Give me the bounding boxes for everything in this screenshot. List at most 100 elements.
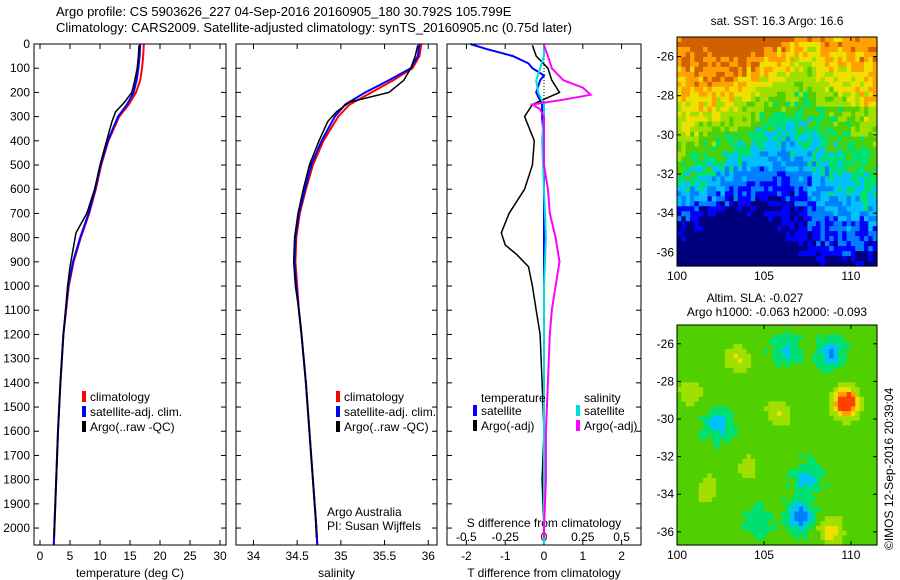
heat-cell: [846, 206, 852, 212]
heat-cell: [685, 348, 691, 355]
heat-cell: [720, 86, 726, 93]
heat-cell: [781, 473, 787, 479]
heat-cell: [794, 131, 800, 138]
heat-cell: [820, 530, 826, 537]
heat-cell: [816, 449, 822, 455]
heat-cell: [685, 535, 691, 541]
heat-cell: [755, 348, 761, 355]
heat-cell: [694, 81, 700, 88]
heat-cell: [872, 231, 878, 237]
heat-cell: [755, 156, 761, 163]
heat-cell: [824, 216, 830, 222]
heat-cell: [859, 344, 865, 350]
heat-cell: [755, 111, 761, 118]
heat-cell: [729, 382, 735, 388]
heat-cell: [790, 51, 795, 58]
heat-cell: [750, 246, 756, 252]
heat-cell: [868, 344, 874, 350]
heat-cell: [816, 211, 822, 217]
heat-cell: [868, 71, 874, 78]
x-tick-label: 2: [618, 549, 625, 563]
heat-cell: [729, 156, 735, 163]
heat-cell: [781, 521, 787, 527]
heat-cell: [820, 540, 826, 546]
heat-cell: [855, 430, 861, 436]
heat-cell: [811, 344, 817, 350]
heat-cell: [863, 391, 869, 398]
heat-cell: [790, 348, 795, 355]
heat-cell: [772, 430, 778, 436]
heat-cell: [677, 231, 682, 237]
heat-cell: [742, 444, 748, 450]
heat-cell: [855, 458, 861, 465]
heat-cell: [872, 497, 878, 503]
heat-cell: [803, 363, 809, 369]
heat-cell: [772, 473, 778, 479]
heat-cell: [794, 201, 800, 207]
heat-cell: [750, 458, 756, 465]
heat-cell: [777, 454, 782, 460]
heat-cell: [859, 116, 865, 123]
heat-cell: [703, 387, 709, 393]
heat-cell: [785, 420, 791, 427]
heat-cell: [724, 497, 730, 503]
heat-cell: [685, 86, 691, 93]
heat-cell: [755, 387, 761, 393]
heat-cell: [872, 363, 878, 369]
heat-cell: [742, 216, 748, 222]
heat-cell: [681, 101, 687, 108]
heat-cell: [868, 363, 874, 369]
heat-cell: [872, 525, 878, 532]
heat-cell: [820, 101, 826, 108]
heat-cell: [698, 511, 704, 517]
heat-cell: [850, 241, 856, 247]
heat-cell: [837, 256, 843, 262]
heat-cell: [755, 454, 761, 460]
heat-cell: [816, 66, 822, 73]
heat-cell: [729, 478, 735, 484]
heat-cell: [781, 344, 787, 350]
heat-cell: [724, 256, 730, 262]
heat-cell: [716, 206, 722, 212]
heat-cell: [850, 454, 856, 460]
heat-cell: [790, 226, 795, 232]
heat-cell: [694, 76, 700, 83]
heat-cell: [811, 91, 817, 98]
heat-cell: [811, 61, 817, 68]
heat-cell: [694, 246, 700, 252]
heat-cell: [863, 216, 869, 222]
heat-cell: [824, 241, 830, 247]
heat-cell: [816, 196, 822, 202]
heat-cell: [837, 458, 843, 465]
heat-cell: [685, 501, 691, 508]
heat-cell: [811, 126, 817, 133]
heat-cell: [755, 81, 761, 88]
heat-cell: [833, 206, 839, 212]
heat-cell: [790, 56, 795, 63]
heat-cell: [803, 325, 809, 331]
heat-cell: [842, 206, 848, 212]
heat-cell: [868, 181, 874, 187]
heat-cell: [681, 256, 687, 262]
legend-swatch: [473, 405, 477, 416]
heat-cell: [798, 430, 804, 436]
heat-cell: [677, 535, 682, 541]
heat-cell: [716, 51, 722, 58]
heat-cell: [837, 449, 843, 455]
heat-cell: [707, 368, 713, 374]
heat-cell: [759, 176, 765, 182]
heat-cell: [720, 101, 726, 108]
heat-cell: [777, 76, 782, 83]
heat-cell: [759, 56, 765, 63]
heat-cell: [707, 256, 713, 262]
heat-cell: [742, 61, 748, 68]
heat-cell: [733, 66, 739, 73]
heat-cell: [742, 131, 748, 138]
heat-cell: [755, 339, 761, 345]
heat-cell: [833, 121, 839, 128]
heat-cell: [846, 353, 852, 360]
heat-cell: [707, 420, 713, 427]
heat-cell: [746, 51, 752, 58]
heat-cell: [742, 56, 748, 63]
heat-cell: [742, 458, 748, 465]
